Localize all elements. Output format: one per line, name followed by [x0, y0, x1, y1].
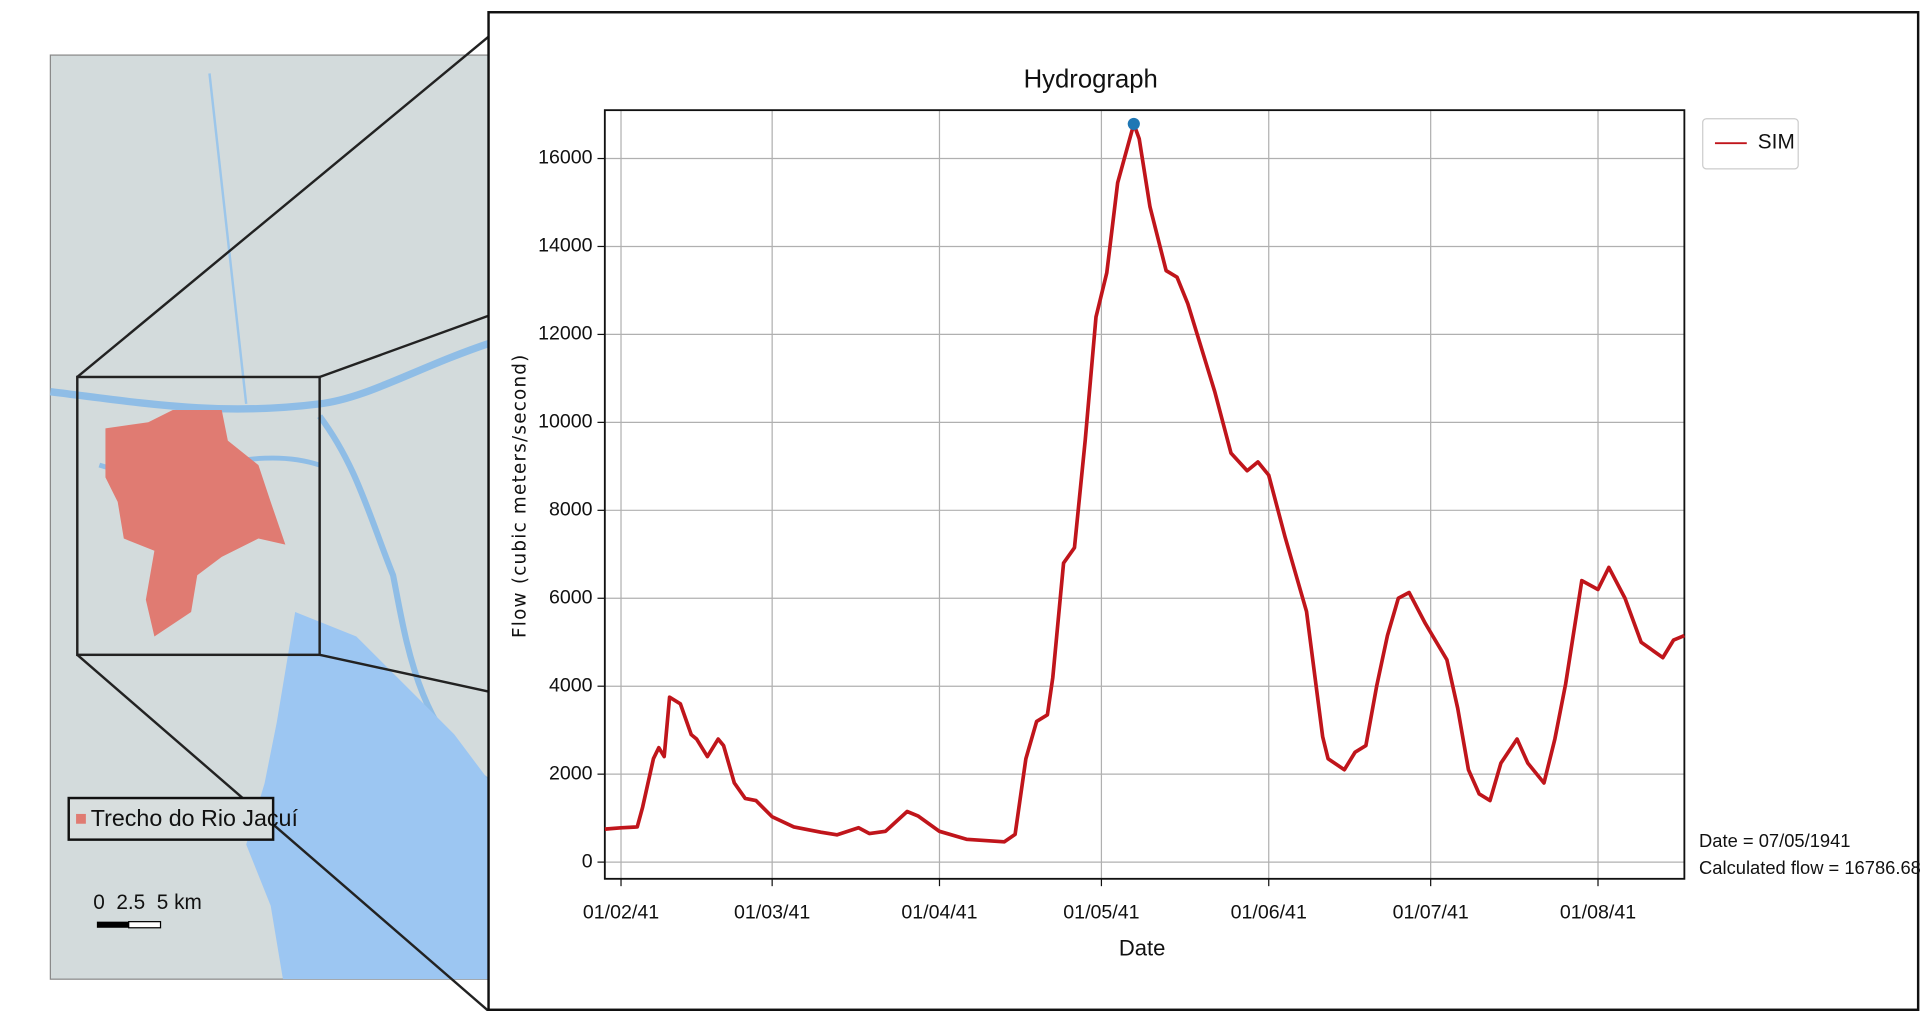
map-legend-label: Trecho do Rio Jacuí	[91, 805, 299, 831]
y-tick-label: 0	[582, 850, 593, 872]
y-tick-label: 4000	[549, 674, 593, 696]
scale-bar	[129, 922, 161, 928]
map-panel: Trecho do Rio Jacuí 0 2.5 5 km	[50, 37, 491, 1011]
y-tick-label: 10000	[538, 411, 593, 433]
y-tick-label: 14000	[538, 235, 593, 257]
y-tick-label: 12000	[538, 323, 593, 345]
chart-title: Hydrograph	[1024, 66, 1158, 94]
annotation: Date = 07/05/1941	[1699, 830, 1850, 851]
x-tick-label: 01/08/41	[1560, 901, 1636, 923]
y-axis-label: Flow (cubic meters/second)	[509, 353, 530, 638]
x-axis-label: Date	[1119, 936, 1166, 961]
y-tick-label: 8000	[549, 498, 593, 520]
x-tick-label: 01/04/41	[901, 901, 977, 923]
peak-marker	[1128, 118, 1140, 130]
legend-swatch	[76, 814, 86, 824]
x-tick-label: 01/07/41	[1393, 901, 1469, 923]
figure: Trecho do Rio Jacuí 0 2.5 5 km Hydrograp…	[0, 0, 1922, 1011]
scale-bar	[97, 922, 129, 928]
y-tick-label: 16000	[538, 147, 593, 169]
y-tick-label: 2000	[549, 762, 593, 784]
x-tick-label: 01/05/41	[1063, 901, 1139, 923]
x-tick-label: 01/06/41	[1231, 901, 1307, 923]
x-tick-label: 01/03/41	[734, 901, 810, 923]
annotation: Calculated flow = 16786.68	[1699, 857, 1921, 878]
x-tick-label: 01/02/41	[583, 901, 659, 923]
page: Trecho do Rio Jacuí 0 2.5 5 km Hydrograp…	[0, 0, 1922, 1011]
scale-label: 0 2.5 5 km	[93, 891, 202, 914]
legend-label: SIM	[1758, 131, 1795, 154]
y-tick-label: 6000	[549, 586, 593, 608]
